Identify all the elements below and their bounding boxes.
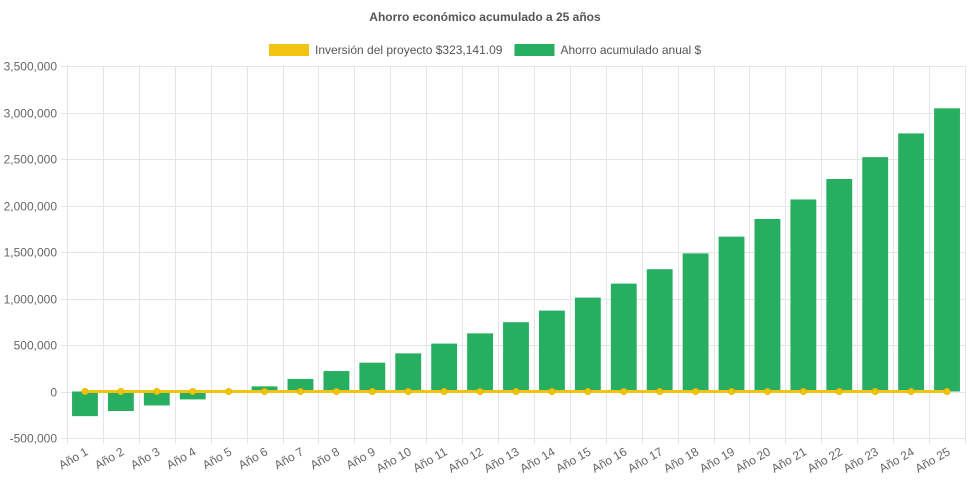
savings-bar [538,310,565,392]
y-tick-label: -500,000 [10,432,58,446]
x-tick-label: Año 14 [517,444,557,475]
investment-point [584,388,592,395]
x-tick-label: Año 22 [805,444,845,475]
x-tick-label: Año 16 [589,444,629,475]
savings-bar [934,108,960,392]
grid-lines [61,66,966,444]
y-tick-label: 1,000,000 [4,293,58,307]
x-tick-label: Año 7 [272,444,306,472]
savings-bar [574,297,601,392]
x-tick-label: Año 3 [128,444,162,472]
investment-point [656,388,664,395]
legend-swatch-savings [514,44,555,56]
savings-bar [862,157,889,392]
investment-point [871,388,879,395]
x-tick-label: Año 5 [200,444,234,472]
x-tick-label: Año 8 [308,444,342,472]
y-tick-label: 0 [50,386,57,400]
investment-point [835,388,843,395]
x-tick-label: Año 10 [374,444,414,475]
investment-point [548,388,556,395]
savings-bar [682,253,709,392]
y-tick-label: 2,000,000 [4,200,58,214]
investment-point [476,388,484,395]
investment-point [225,388,233,395]
savings-bar [754,218,781,392]
y-tick-label: 500,000 [14,339,58,353]
y-tick-label: 3,500,000 [4,60,58,74]
y-tick-label: 2,500,000 [4,153,58,167]
investment-point [943,388,951,395]
x-tick-label: Año 25 [913,444,953,475]
investment-point [81,388,89,395]
y-tick-label: 1,500,000 [4,246,58,260]
investment-point [296,388,304,395]
investment-point [907,388,915,395]
investment-point [692,388,700,395]
investment-point [117,388,125,395]
legend-label-savings: Ahorro acumulado anual $ [560,43,701,57]
investment-point [763,388,771,395]
y-tick-label: 3,000,000 [4,107,58,121]
savings-bar [646,269,673,392]
savings-bar [826,178,853,392]
legend-label-investment: Inversión del proyecto $323,141.09 [315,43,503,57]
savings-bar [431,343,458,392]
chart-legend: Inversión del proyecto $323,141.09 Ahorro… [269,43,702,57]
x-tick-label: Año 23 [841,444,881,475]
x-tick-label: Año 21 [769,444,809,475]
investment-point [153,388,161,395]
x-tick-label: Año 15 [553,444,593,475]
x-tick-label: Año 24 [877,444,917,475]
legend-swatch-investment [269,44,309,56]
x-tick-label: Año 4 [164,444,198,472]
x-tick-label: Año 17 [625,444,665,475]
savings-bar [107,391,134,412]
bars-series [72,108,960,417]
y-axis: -500,000 0 500,000 1,000,000 1,500,000 2,000,… [4,60,58,446]
x-tick-label: Año 11 [410,444,449,475]
x-tick-label: Año 18 [661,444,701,475]
investment-point [512,388,520,395]
investment-point [189,388,197,395]
savings-bar [467,333,494,392]
savings-bar [790,199,817,392]
x-tick-label: Año 1 [56,444,90,472]
investment-point [620,388,628,395]
savings-bar [72,391,98,417]
x-tick-label: Año 12 [446,444,486,475]
investment-point [799,388,807,395]
savings-bar [898,133,925,392]
x-tick-label: Año 13 [482,444,522,475]
x-tick-label: Año 9 [344,444,378,472]
investment-point [261,388,269,395]
savings-bar [503,322,529,392]
investment-line-series [81,388,951,395]
savings-bar [287,378,314,392]
savings-bar [395,353,422,392]
savings-bar [179,391,206,400]
savings-bar [359,362,386,392]
savings-bar [610,283,637,392]
investment-point [368,388,376,395]
investment-point [332,388,340,395]
x-tick-label: Año 19 [697,444,737,475]
savings-bar [143,391,170,406]
investment-point [728,388,736,395]
savings-bar [718,236,745,392]
investment-point [404,388,412,395]
investment-point [440,388,448,395]
x-tick-label: Año 20 [733,444,773,475]
x-tick-label: Año 2 [92,444,126,472]
savings-bar [323,371,350,392]
x-axis: Año 1 Año 2 Año 3 Año 4 Año 5 Año 6 Año 7 Año 8… [56,444,953,475]
chart-title: Ahorro económico acumulado a 25 años [369,10,601,24]
x-tick-label: Año 6 [236,444,270,472]
